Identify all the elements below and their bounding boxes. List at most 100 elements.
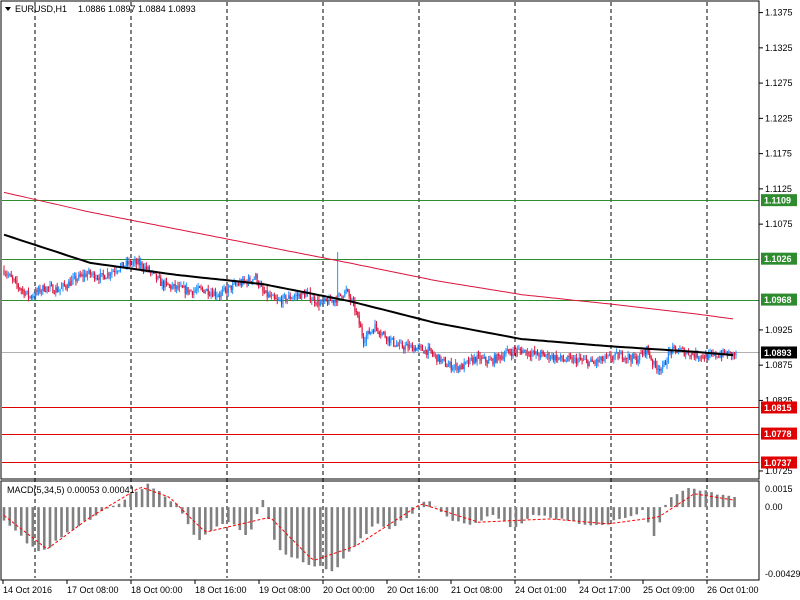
candle-body[interactable] <box>94 272 96 280</box>
candle-body[interactable] <box>249 277 251 282</box>
candle-body[interactable] <box>575 357 577 364</box>
candle-body[interactable] <box>269 294 271 297</box>
candle-body[interactable] <box>276 299 278 300</box>
candle-body[interactable] <box>561 355 563 360</box>
candle-body[interactable] <box>227 286 229 293</box>
candle-body[interactable] <box>7 274 9 276</box>
candle-body[interactable] <box>157 276 159 280</box>
candle-body[interactable] <box>311 299 313 301</box>
candle-body[interactable] <box>571 357 573 363</box>
candle-body[interactable] <box>534 350 536 355</box>
candle-body[interactable] <box>581 359 583 361</box>
candle-body[interactable] <box>613 356 615 360</box>
candle-body[interactable] <box>95 278 97 280</box>
candle-body[interactable] <box>98 278 100 280</box>
candle-body[interactable] <box>196 289 198 291</box>
candle-body[interactable] <box>624 357 626 360</box>
candle-body[interactable] <box>367 330 369 336</box>
candle-body[interactable] <box>424 349 426 354</box>
candle-body[interactable] <box>614 352 616 357</box>
candle-body[interactable] <box>92 272 94 275</box>
candle-body[interactable] <box>498 353 500 356</box>
candle-body[interactable] <box>577 359 579 364</box>
candle-body[interactable] <box>68 281 70 289</box>
candle-body[interactable] <box>542 352 544 354</box>
candle-body[interactable] <box>513 349 516 352</box>
candle-body[interactable] <box>209 294 211 296</box>
candle-body[interactable] <box>315 303 317 305</box>
candle-body[interactable] <box>321 300 323 303</box>
candle-body[interactable] <box>186 287 188 294</box>
candle-body[interactable] <box>674 346 677 350</box>
candle-body[interactable] <box>477 354 480 356</box>
candle-body[interactable] <box>413 347 415 352</box>
candle-body[interactable] <box>703 357 705 359</box>
candle-body[interactable] <box>690 352 693 357</box>
candle-body[interactable] <box>529 354 531 357</box>
candle-body[interactable] <box>662 364 664 369</box>
candle-body[interactable] <box>588 361 590 367</box>
candle-body[interactable] <box>30 296 32 298</box>
candle-body[interactable] <box>486 361 488 364</box>
candle-body[interactable] <box>396 344 398 347</box>
candle-body[interactable] <box>659 368 661 371</box>
candle-body[interactable] <box>338 293 340 295</box>
candle-body[interactable] <box>700 355 703 358</box>
candle-body[interactable] <box>521 350 523 354</box>
candle-body[interactable] <box>670 349 672 354</box>
candle-body[interactable] <box>651 359 654 365</box>
candle-body[interactable] <box>528 351 530 355</box>
candle-body[interactable] <box>56 287 58 292</box>
candle-body[interactable] <box>298 294 300 296</box>
candle-body[interactable] <box>716 356 718 358</box>
candle-body[interactable] <box>421 346 424 351</box>
candle-body[interactable] <box>203 289 205 294</box>
candle-body[interactable] <box>75 275 77 282</box>
candle-body[interactable] <box>105 277 107 280</box>
candle-body[interactable] <box>168 284 170 286</box>
candle-body[interactable] <box>79 274 81 276</box>
candle-body[interactable] <box>479 355 481 361</box>
candle-body[interactable] <box>666 362 668 365</box>
candle-body[interactable] <box>81 274 83 276</box>
candle-body[interactable] <box>326 300 329 305</box>
candle-body[interactable] <box>702 355 704 358</box>
candle-body[interactable] <box>568 356 570 358</box>
candle-body[interactable] <box>437 354 439 362</box>
candle-body[interactable] <box>325 298 327 301</box>
candle-body[interactable] <box>45 291 47 292</box>
candle-body[interactable] <box>3 269 5 275</box>
candle-body[interactable] <box>526 351 529 356</box>
candle-body[interactable] <box>462 364 464 370</box>
candle-body[interactable] <box>26 290 28 293</box>
candle-body[interactable] <box>708 353 710 360</box>
candle-body[interactable] <box>17 284 19 288</box>
candle-body[interactable] <box>175 285 178 289</box>
candle-body[interactable] <box>646 346 648 355</box>
candle-body[interactable] <box>296 294 298 296</box>
candle-body[interactable] <box>565 360 567 362</box>
candle-body[interactable] <box>634 356 636 359</box>
candle-body[interactable] <box>735 351 737 355</box>
candle-body[interactable] <box>184 285 186 294</box>
candle-body[interactable] <box>465 361 467 363</box>
candle-body[interactable] <box>733 352 736 355</box>
candle-body[interactable] <box>128 260 130 265</box>
candle-body[interactable] <box>193 291 195 295</box>
candle-body[interactable] <box>598 359 600 362</box>
candle-body[interactable] <box>617 352 619 359</box>
candle-body[interactable] <box>358 315 360 325</box>
candle-body[interactable] <box>696 351 698 358</box>
candle-body[interactable] <box>237 284 240 285</box>
candle-body[interactable] <box>355 310 357 313</box>
candle-body[interactable] <box>603 359 605 362</box>
candle-body[interactable] <box>273 295 275 298</box>
candle-body[interactable] <box>460 364 462 370</box>
candle-body[interactable] <box>470 357 472 359</box>
candle-body[interactable] <box>397 344 399 346</box>
candle-body[interactable] <box>532 350 534 353</box>
candle-body[interactable] <box>223 287 225 291</box>
candle-body[interactable] <box>505 351 507 356</box>
candle-body[interactable] <box>378 332 380 335</box>
candle-body[interactable] <box>677 351 680 353</box>
